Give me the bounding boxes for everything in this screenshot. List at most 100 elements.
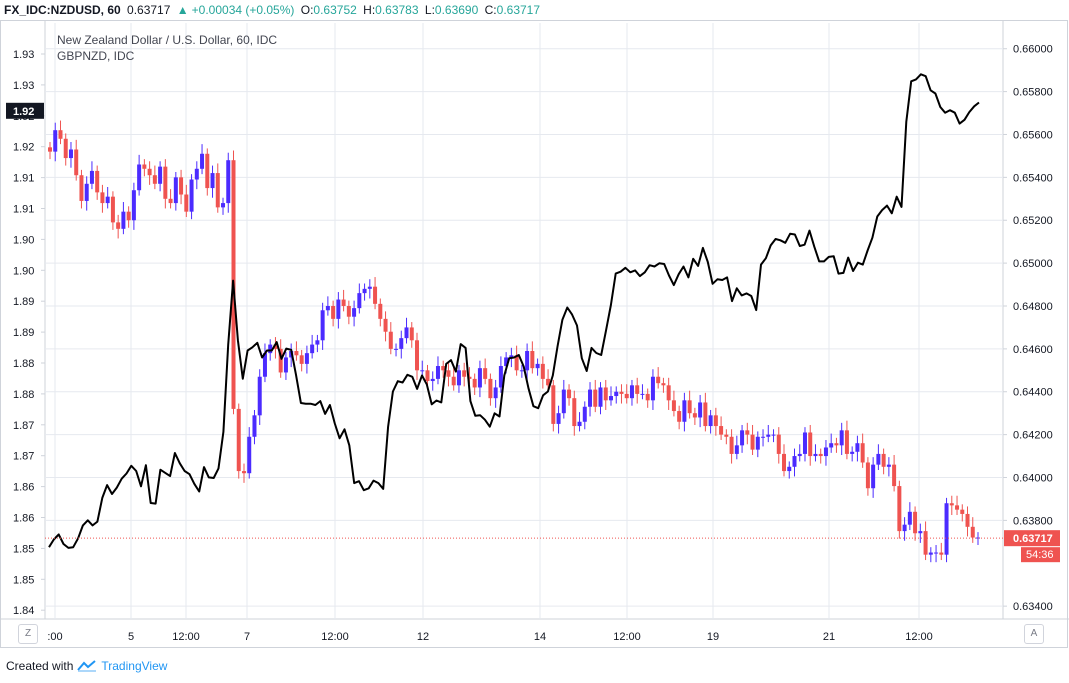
candle xyxy=(373,286,378,304)
candle xyxy=(865,462,870,489)
left-axis-label: 1.93 xyxy=(13,49,34,61)
candle xyxy=(137,164,142,191)
candle xyxy=(588,389,593,407)
candle xyxy=(394,348,399,350)
candle xyxy=(236,408,241,472)
candle xyxy=(913,511,918,534)
left-axis-label: 1.92 xyxy=(13,142,34,154)
candle xyxy=(435,366,440,379)
candle xyxy=(619,391,624,394)
candle xyxy=(205,153,210,189)
tradingview-brand[interactable]: TradingView xyxy=(101,659,168,673)
time-axis-label: 7 xyxy=(244,631,250,643)
right-axis-label: 0.64200 xyxy=(1013,430,1053,442)
candle xyxy=(498,366,503,388)
candle xyxy=(357,293,362,309)
candle xyxy=(782,453,787,472)
candle xyxy=(331,305,336,319)
candle xyxy=(325,305,330,311)
candle xyxy=(750,434,755,450)
change-value: +0.00034 (+0.05%) xyxy=(191,3,295,17)
chart-frame xyxy=(0,20,1068,648)
candle xyxy=(84,183,89,201)
candle xyxy=(399,338,404,349)
price-tag-value: 0.63717 xyxy=(1013,533,1053,545)
candle xyxy=(813,453,818,457)
candle xyxy=(687,400,692,414)
time-axis-label: 19 xyxy=(707,631,719,643)
candle xyxy=(855,443,860,452)
candle xyxy=(740,430,745,446)
candle xyxy=(645,393,650,401)
candle xyxy=(892,464,897,487)
candle xyxy=(168,198,173,204)
candle xyxy=(241,471,246,474)
candle xyxy=(729,436,734,454)
candle xyxy=(955,505,960,510)
candle xyxy=(210,173,215,189)
candle xyxy=(949,503,954,506)
open-label: O: xyxy=(300,3,314,17)
candle xyxy=(446,370,451,377)
time-axis-label: 14 xyxy=(534,631,546,643)
candle xyxy=(871,464,876,489)
candle xyxy=(886,464,891,467)
close-value: 0.63717 xyxy=(496,3,541,17)
candle xyxy=(68,149,73,159)
candle xyxy=(776,434,781,454)
legend-compare-series[interactable]: GBPNZD, IDC xyxy=(57,49,135,63)
candle xyxy=(755,436,760,450)
candle xyxy=(483,368,488,379)
candle xyxy=(677,411,682,422)
candle xyxy=(472,378,477,388)
candle xyxy=(430,378,435,382)
left-axis-label: 1.84 xyxy=(13,605,34,617)
candle xyxy=(724,434,729,437)
candle xyxy=(761,436,766,438)
candle xyxy=(734,445,739,454)
candle xyxy=(540,363,545,379)
candle xyxy=(514,355,519,371)
candle xyxy=(268,344,273,354)
open-value: 0.63752 xyxy=(313,3,357,17)
candle xyxy=(341,299,346,306)
symbol-header: FX_IDC:NZDUSD, 60 0.63717 ▲ +0.00034 (+0.… xyxy=(0,0,1069,20)
candle xyxy=(698,402,703,418)
candle xyxy=(74,149,79,176)
created-with-text: Created with xyxy=(6,659,74,673)
candle xyxy=(147,168,152,176)
candle xyxy=(907,511,912,525)
high-value: 0.63783 xyxy=(375,3,419,17)
candle xyxy=(189,179,194,212)
candle xyxy=(283,357,288,373)
left-axis-label: 1.93 xyxy=(13,80,34,92)
left-axis-label: 1.90 xyxy=(13,265,34,277)
left-axis-label: 1.88 xyxy=(13,358,34,370)
candle xyxy=(598,387,603,407)
candle xyxy=(970,526,975,538)
candle xyxy=(100,192,105,204)
candle xyxy=(661,383,666,386)
candle xyxy=(593,389,598,407)
candle xyxy=(105,196,110,204)
candle xyxy=(635,385,640,394)
candle xyxy=(640,393,645,395)
candle xyxy=(320,310,325,341)
candle xyxy=(294,351,299,356)
candle xyxy=(79,175,84,201)
legend-main-series[interactable]: New Zealand Dollar / U.S. Dollar, 60, ID… xyxy=(57,33,278,47)
candle xyxy=(561,389,566,414)
candle xyxy=(682,400,687,422)
candle xyxy=(666,385,671,401)
left-axis-label: 1.87 xyxy=(13,420,34,432)
chart-legend: New Zealand Dollar / U.S. Dollar, 60, ID… xyxy=(57,32,277,64)
candle xyxy=(844,430,849,454)
auto-scale-button[interactable]: A xyxy=(1024,624,1044,644)
candle xyxy=(881,453,886,467)
symbol-name[interactable]: FX_IDC:NZDUSD, 60 xyxy=(4,3,121,17)
time-axis-label: :00 xyxy=(47,631,62,643)
candle xyxy=(965,513,970,527)
candle xyxy=(551,385,556,424)
zoom-button[interactable]: Z xyxy=(18,624,38,644)
